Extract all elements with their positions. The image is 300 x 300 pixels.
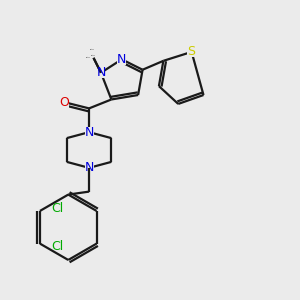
Text: methyl: methyl bbox=[91, 54, 96, 56]
Text: O: O bbox=[59, 96, 69, 109]
Text: methyl: methyl bbox=[86, 56, 91, 58]
Text: N: N bbox=[96, 66, 106, 79]
Bar bbox=[188, 46, 196, 57]
Bar bbox=[61, 97, 70, 108]
Text: Cl: Cl bbox=[52, 239, 64, 253]
Text: N: N bbox=[84, 161, 94, 174]
Bar bbox=[85, 127, 94, 138]
Text: S: S bbox=[188, 45, 196, 58]
Text: N: N bbox=[84, 126, 94, 139]
Bar bbox=[117, 54, 126, 65]
Text: Cl: Cl bbox=[52, 202, 64, 215]
Text: methyl: methyl bbox=[90, 48, 94, 50]
Bar bbox=[97, 67, 105, 78]
Bar bbox=[85, 162, 94, 173]
Text: N: N bbox=[117, 53, 127, 66]
